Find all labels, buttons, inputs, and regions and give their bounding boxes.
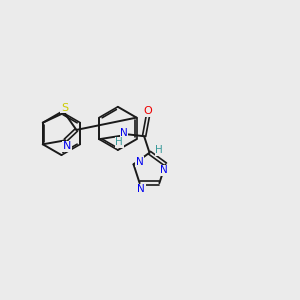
Text: H: H	[155, 145, 163, 155]
Text: S: S	[61, 103, 68, 112]
Text: N: N	[136, 157, 143, 167]
Text: N: N	[160, 165, 168, 175]
Text: N: N	[120, 128, 128, 138]
Text: H: H	[115, 137, 123, 147]
Text: N: N	[137, 184, 145, 194]
Text: N: N	[63, 141, 71, 151]
Text: O: O	[143, 106, 152, 116]
